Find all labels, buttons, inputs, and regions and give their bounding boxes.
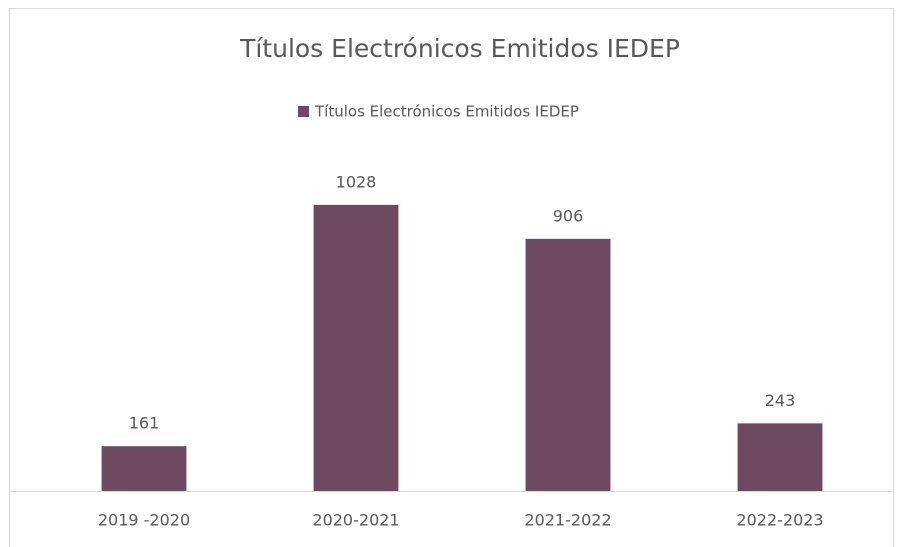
- x-tick-label: 2020-2021: [312, 511, 399, 530]
- x-tick-label: 2022-2023: [736, 511, 823, 530]
- x-tick-label: 2019 -2020: [98, 511, 190, 530]
- legend-swatch: [298, 106, 309, 117]
- data-label: 1028: [336, 172, 377, 191]
- legend-label: Títulos Electrónicos Emitidos IEDEP: [314, 103, 579, 121]
- data-label: 243: [765, 391, 796, 410]
- x-tick-label: 2021-2022: [524, 511, 611, 530]
- chart-title: Títulos Electrónicos Emitidos IEDEP: [239, 34, 680, 63]
- bar: [101, 446, 187, 491]
- bar: [525, 238, 611, 491]
- bar: [313, 204, 399, 491]
- data-label: 906: [553, 206, 584, 225]
- data-label: 161: [129, 414, 160, 433]
- bar: [737, 423, 823, 491]
